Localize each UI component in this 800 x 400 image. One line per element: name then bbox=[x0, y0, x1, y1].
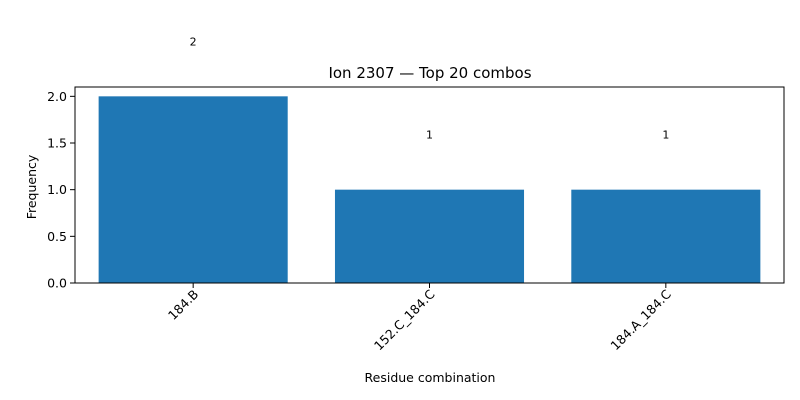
x-tick-label: 152.C_184.C bbox=[371, 286, 438, 353]
plot-frame bbox=[74, 86, 785, 284]
y-tick-label: 2.0 bbox=[47, 89, 67, 104]
x-tick-label: 184.A_184.C bbox=[607, 286, 674, 353]
bar-value-label: 1 bbox=[662, 129, 669, 142]
y-tick-label: 0.0 bbox=[47, 276, 67, 291]
y-axis-label: Frequency bbox=[24, 154, 39, 219]
y-axis: 0.0 0.5 1.0 1.5 2.0 bbox=[47, 89, 75, 291]
bar bbox=[571, 189, 761, 283]
data-labels: 2 1 1 bbox=[190, 35, 670, 141]
y-tick-label: 1.0 bbox=[47, 182, 67, 197]
bar-value-label: 1 bbox=[426, 129, 433, 142]
y-tick-label: 1.5 bbox=[47, 136, 67, 151]
bars bbox=[98, 96, 761, 283]
y-tick-label: 0.5 bbox=[47, 229, 67, 244]
bar bbox=[98, 96, 288, 283]
x-tick-label: 184.B bbox=[165, 287, 201, 323]
bar bbox=[334, 189, 525, 283]
chart-title: Ion 2307 — Top 20 combos bbox=[328, 64, 531, 82]
x-axis-label: Residue combination bbox=[365, 370, 496, 385]
x-axis: 184.B 152.C_184.C 184.A_184.C bbox=[165, 283, 674, 353]
bar-value-label: 2 bbox=[190, 35, 197, 48]
